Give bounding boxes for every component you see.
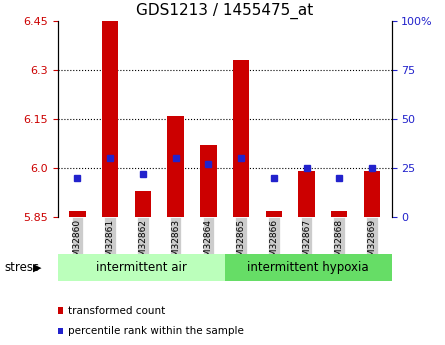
- Bar: [69, 211, 85, 217]
- Bar: [364, 171, 380, 217]
- Bar: [298, 171, 315, 217]
- Text: transformed count: transformed count: [68, 306, 165, 315]
- Text: intermittent air: intermittent air: [96, 261, 187, 274]
- Text: stress: stress: [4, 261, 40, 274]
- Bar: [135, 191, 151, 217]
- Bar: [266, 211, 282, 217]
- Bar: [167, 116, 184, 217]
- Text: ▶: ▶: [33, 263, 42, 272]
- Text: intermittent hypoxia: intermittent hypoxia: [247, 261, 369, 274]
- Title: GDS1213 / 1455475_at: GDS1213 / 1455475_at: [136, 3, 313, 19]
- Bar: [233, 60, 249, 217]
- Bar: [331, 211, 348, 217]
- Bar: [102, 14, 118, 217]
- Bar: [200, 145, 217, 217]
- Text: percentile rank within the sample: percentile rank within the sample: [68, 326, 244, 336]
